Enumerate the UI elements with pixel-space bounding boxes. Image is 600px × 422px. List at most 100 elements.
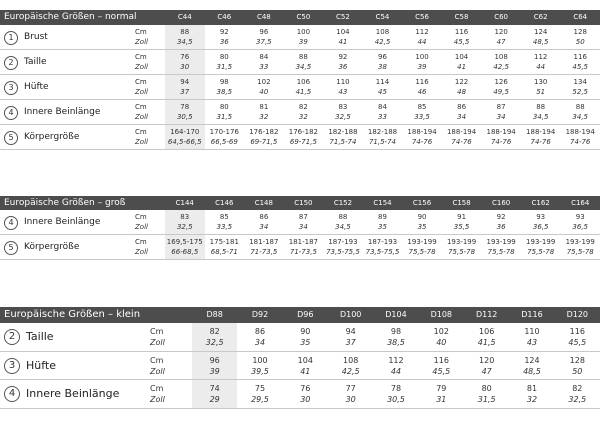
table-header — [0, 196, 600, 210]
size-value: 44 — [536, 62, 546, 71]
size-value: 44 — [390, 366, 402, 376]
row-label: Innere Beinlänge — [24, 107, 101, 117]
size-value: 39,5 — [251, 366, 269, 376]
size-value: 108 — [494, 53, 508, 61]
unit-label: Zoll — [150, 366, 165, 376]
size-value: 41 — [338, 37, 348, 46]
size-value: 77 — [345, 384, 356, 393]
size-value: 34,5 — [572, 112, 589, 121]
size-value: 30 — [180, 62, 190, 71]
size-value: 116 — [454, 28, 469, 36]
size-value: 74-76 — [490, 137, 512, 146]
size-value: 32,5 — [205, 338, 224, 348]
size-value: 31,5 — [477, 395, 496, 405]
size-value: 96 — [209, 355, 220, 365]
row-number: 4 — [4, 215, 18, 230]
size-value: 193-199 — [526, 238, 556, 246]
column-header: D92 — [251, 310, 269, 319]
size-value: 169,5-175 — [166, 238, 203, 246]
size-value: 84 — [378, 103, 387, 111]
size-value: 39 — [298, 37, 308, 46]
size-value: 66-68,5 — [171, 247, 199, 256]
size-value: 82 — [572, 384, 583, 393]
size-value: 42,5 — [493, 62, 509, 71]
size-value: 45,5 — [432, 366, 451, 376]
size-value: 75,5-78 — [487, 247, 515, 256]
size-value: 69-71,5 — [250, 137, 278, 146]
size-value: 193-199 — [446, 238, 477, 246]
size-value: 43 — [526, 338, 538, 348]
row-label: Taille — [24, 57, 47, 67]
size-value: 29 — [209, 395, 220, 405]
size-value: 36 — [496, 222, 506, 231]
column-header: C64 — [573, 13, 588, 21]
size-value: 37 — [180, 87, 190, 96]
size-value: 188-194 — [407, 128, 437, 136]
unit-label: Zoll — [135, 112, 148, 121]
size-value: 38 — [378, 62, 387, 71]
unit-label: Cm — [135, 28, 147, 36]
row-separator — [0, 350, 600, 352]
size-value: 112 — [415, 28, 429, 36]
size-value: 104 — [297, 355, 313, 365]
size-value: 98 — [219, 78, 229, 86]
size-value: 32,5 — [176, 222, 193, 231]
size-value: 182-188 — [367, 128, 398, 136]
size-value: 33,5 — [216, 222, 233, 231]
size-value: 187-193 — [328, 238, 358, 246]
unit-label: Zoll — [135, 137, 148, 146]
column-header: C46 — [217, 13, 232, 21]
column-shade — [165, 25, 205, 150]
size-value: 78 — [390, 384, 402, 393]
size-value: 69-71,5 — [289, 137, 317, 146]
size-value: 88 — [536, 103, 546, 111]
size-value: 47 — [496, 37, 506, 46]
table-header — [0, 10, 600, 25]
size-value: 32 — [298, 112, 308, 121]
size-value: 100 — [415, 53, 429, 61]
size-value: 45,5 — [568, 338, 587, 348]
row-label: Körpergröße — [24, 132, 80, 142]
size-value: 92 — [219, 28, 229, 36]
size-value: 94 — [180, 78, 190, 86]
size-value: 33 — [259, 62, 269, 71]
size-value: 30,5 — [387, 395, 405, 405]
size-value: 35 — [300, 338, 311, 348]
unit-label: Cm — [135, 53, 147, 61]
row-number: 5 — [4, 240, 18, 255]
column-header: C160 — [492, 199, 511, 207]
size-value: 32 — [526, 395, 538, 405]
size-value: 90 — [417, 213, 427, 221]
size-value: 116 — [573, 53, 587, 61]
size-value: 114 — [375, 78, 390, 86]
size-value: 51 — [536, 87, 546, 96]
size-value: 32 — [259, 112, 269, 121]
column-header: C154 — [373, 199, 392, 207]
row-number: 3 — [4, 80, 18, 95]
row-label: Taille — [26, 330, 54, 343]
size-value: 86 — [457, 103, 467, 111]
size-value: 188-194 — [446, 128, 477, 136]
size-value: 74-76 — [530, 137, 551, 146]
row-label: Brust — [24, 32, 48, 42]
size-value: 36 — [338, 62, 348, 71]
size-value: 87 — [298, 213, 308, 221]
size-value: 96 — [378, 53, 387, 61]
size-value: 80 — [219, 103, 229, 111]
column-header: D112 — [475, 310, 498, 319]
size-value: 35 — [378, 222, 387, 231]
size-value: 181-187 — [249, 238, 279, 246]
column-header: C62 — [533, 13, 548, 21]
size-value: 46 — [417, 87, 427, 96]
column-shade — [192, 323, 238, 409]
column-header: C146 — [215, 199, 234, 207]
size-value: 33 — [378, 112, 387, 121]
size-value: 98 — [390, 327, 402, 336]
column-header: C156 — [412, 199, 432, 207]
size-value: 34 — [457, 112, 467, 121]
size-value: 32,5 — [568, 395, 587, 405]
size-value: 108 — [343, 355, 359, 365]
size-value: 116 — [433, 355, 449, 365]
size-value: 89 — [378, 213, 387, 221]
size-value: 30 — [300, 395, 311, 405]
